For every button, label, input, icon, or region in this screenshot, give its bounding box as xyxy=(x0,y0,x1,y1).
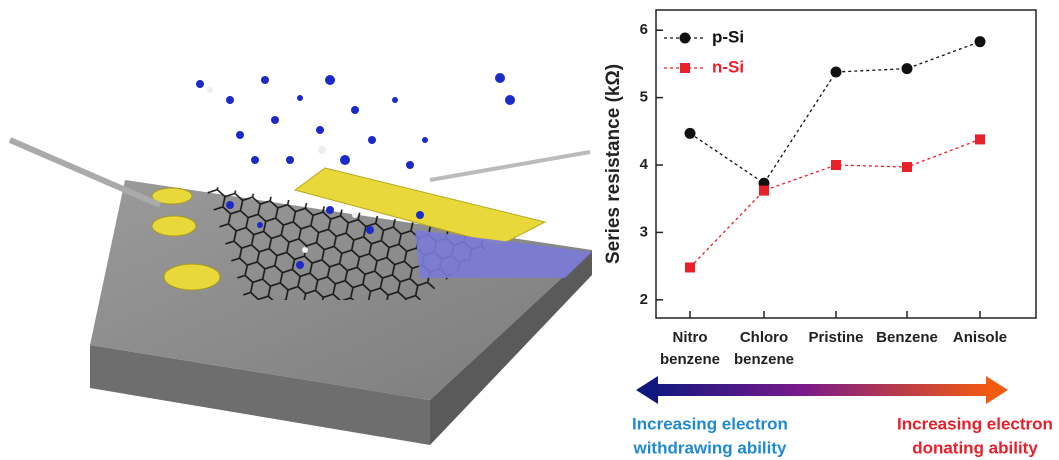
point xyxy=(685,128,696,139)
device-illustration xyxy=(10,73,592,445)
y-tick-label: 3 xyxy=(640,223,648,240)
legend-label: p-Si xyxy=(712,27,744,46)
gradient-arrow xyxy=(650,384,990,396)
point xyxy=(902,162,912,172)
point xyxy=(975,36,986,47)
arrow-head-left xyxy=(636,376,658,404)
legend-label: n-Si xyxy=(712,57,744,76)
y-tick-label: 2 xyxy=(640,291,648,308)
series-line xyxy=(690,139,980,267)
arrow-head-right xyxy=(986,376,1008,404)
point xyxy=(975,134,985,144)
x-tick-label: Benzene xyxy=(876,329,938,346)
y-tick-label: 5 xyxy=(640,89,648,106)
annotation: Increasing electron xyxy=(897,414,1053,433)
y-tick-label: 6 xyxy=(640,21,648,38)
y-axis-label: Series resistance (kΩ) xyxy=(603,64,624,264)
annotation: Increasing electron xyxy=(632,414,788,433)
point xyxy=(902,63,913,74)
x-tick-label: Nitro xyxy=(673,329,708,346)
x-tick-label: benzene xyxy=(660,351,720,368)
plot-frame xyxy=(656,10,1036,318)
x-tick-label: Chloro xyxy=(740,329,788,346)
legend-marker xyxy=(680,63,690,73)
figure: Series resistance (kΩ) 2 3 4 5 6 Nitro benzene… xyxy=(0,0,1059,460)
point xyxy=(831,67,842,78)
point xyxy=(759,186,769,196)
legend-marker xyxy=(680,33,691,44)
point xyxy=(831,160,841,170)
x-tick-label: Pristine xyxy=(808,329,863,346)
annotation: donating ability xyxy=(912,438,1038,457)
y-tick-label: 4 xyxy=(640,156,649,173)
annotation: withdrawing ability xyxy=(632,438,787,457)
point xyxy=(685,262,695,272)
x-tick-label: benzene xyxy=(734,351,794,368)
x-tick-label: Anisole xyxy=(953,329,1007,346)
